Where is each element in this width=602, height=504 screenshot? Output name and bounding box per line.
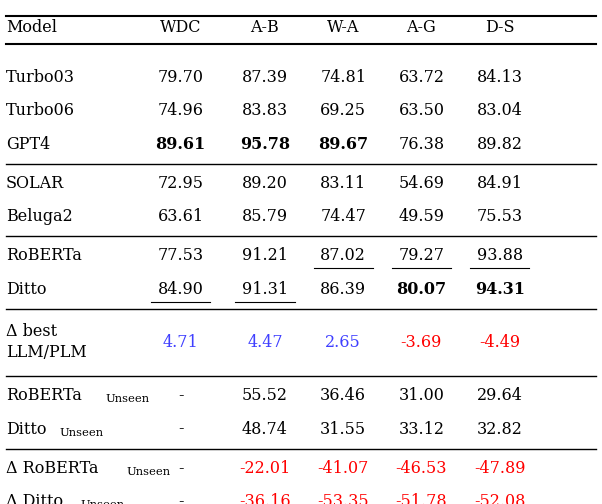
Text: 75.53: 75.53 <box>477 208 523 225</box>
Text: 63.61: 63.61 <box>158 208 203 225</box>
Text: -51.78: -51.78 <box>396 493 447 504</box>
Text: 54.69: 54.69 <box>399 174 444 192</box>
Text: A-B: A-B <box>250 19 279 36</box>
Text: W-A: W-A <box>327 19 359 36</box>
Text: 31.55: 31.55 <box>320 420 366 437</box>
Text: Turbo06: Turbo06 <box>6 102 75 119</box>
Text: -4.49: -4.49 <box>479 334 520 351</box>
Text: Unseen: Unseen <box>81 500 125 504</box>
Text: 83.04: 83.04 <box>477 102 523 119</box>
Text: 33.12: 33.12 <box>399 420 444 437</box>
Text: -3.69: -3.69 <box>401 334 442 351</box>
Text: 94.31: 94.31 <box>474 281 525 297</box>
Text: -36.16: -36.16 <box>239 493 291 504</box>
Text: 74.81: 74.81 <box>320 69 366 86</box>
Text: 91.31: 91.31 <box>242 281 288 297</box>
Text: 89.82: 89.82 <box>477 136 523 153</box>
Text: 2.65: 2.65 <box>325 334 361 351</box>
Text: Δ best
LLM/PLM: Δ best LLM/PLM <box>6 324 87 361</box>
Text: Unseen: Unseen <box>60 428 104 438</box>
Text: 69.25: 69.25 <box>320 102 366 119</box>
Text: 91.21: 91.21 <box>242 247 288 264</box>
Text: 79.27: 79.27 <box>399 247 444 264</box>
Text: 77.53: 77.53 <box>158 247 203 264</box>
Text: 36.46: 36.46 <box>320 387 366 404</box>
Text: 74.47: 74.47 <box>320 208 366 225</box>
Text: 55.52: 55.52 <box>242 387 288 404</box>
Text: -47.89: -47.89 <box>474 460 526 477</box>
Text: Unseen: Unseen <box>105 394 149 404</box>
Text: 95.78: 95.78 <box>240 136 290 153</box>
Text: 31.00: 31.00 <box>399 387 444 404</box>
Text: Turbo03: Turbo03 <box>6 69 75 86</box>
Text: 87.39: 87.39 <box>242 69 288 86</box>
Text: -22.01: -22.01 <box>239 460 291 477</box>
Text: Ditto: Ditto <box>6 281 46 297</box>
Text: 4.47: 4.47 <box>247 334 283 351</box>
Text: 84.90: 84.90 <box>158 281 203 297</box>
Text: Ditto: Ditto <box>6 420 46 437</box>
Text: 63.72: 63.72 <box>399 69 444 86</box>
Text: 89.20: 89.20 <box>242 174 288 192</box>
Text: 76.38: 76.38 <box>399 136 444 153</box>
Text: 48.74: 48.74 <box>242 420 288 437</box>
Text: 74.96: 74.96 <box>158 102 203 119</box>
Text: A-G: A-G <box>406 19 436 36</box>
Text: -53.35: -53.35 <box>317 493 369 504</box>
Text: 83.11: 83.11 <box>320 174 366 192</box>
Text: -: - <box>178 387 184 404</box>
Text: 79.70: 79.70 <box>158 69 203 86</box>
Text: 93.88: 93.88 <box>477 247 523 264</box>
Text: 80.07: 80.07 <box>396 281 447 297</box>
Text: 32.82: 32.82 <box>477 420 523 437</box>
Text: 86.39: 86.39 <box>320 281 366 297</box>
Text: Δ Ditto: Δ Ditto <box>6 493 63 504</box>
Text: 49.59: 49.59 <box>399 208 444 225</box>
Text: 29.64: 29.64 <box>477 387 523 404</box>
Text: GPT4: GPT4 <box>6 136 51 153</box>
Text: 89.67: 89.67 <box>318 136 368 153</box>
Text: Unseen: Unseen <box>126 467 171 477</box>
Text: RoBERTa: RoBERTa <box>6 247 82 264</box>
Text: D-S: D-S <box>485 19 515 36</box>
Text: 84.13: 84.13 <box>477 69 523 86</box>
Text: 87.02: 87.02 <box>320 247 366 264</box>
Text: -: - <box>178 493 184 504</box>
Text: 72.95: 72.95 <box>158 174 203 192</box>
Text: 63.50: 63.50 <box>399 102 444 119</box>
Text: 83.83: 83.83 <box>242 102 288 119</box>
Text: WDC: WDC <box>160 19 201 36</box>
Text: Beluga2: Beluga2 <box>6 208 73 225</box>
Text: -52.08: -52.08 <box>474 493 526 504</box>
Text: Δ RoBERTa: Δ RoBERTa <box>6 460 99 477</box>
Text: Model: Model <box>6 19 57 36</box>
Text: RoBERTa: RoBERTa <box>6 387 82 404</box>
Text: 89.61: 89.61 <box>155 136 206 153</box>
Text: -: - <box>178 460 184 477</box>
Text: 4.71: 4.71 <box>163 334 199 351</box>
Text: -41.07: -41.07 <box>317 460 369 477</box>
Text: -: - <box>178 420 184 437</box>
Text: 85.79: 85.79 <box>242 208 288 225</box>
Text: SOLAR: SOLAR <box>6 174 64 192</box>
Text: 84.91: 84.91 <box>477 174 523 192</box>
Text: -46.53: -46.53 <box>396 460 447 477</box>
